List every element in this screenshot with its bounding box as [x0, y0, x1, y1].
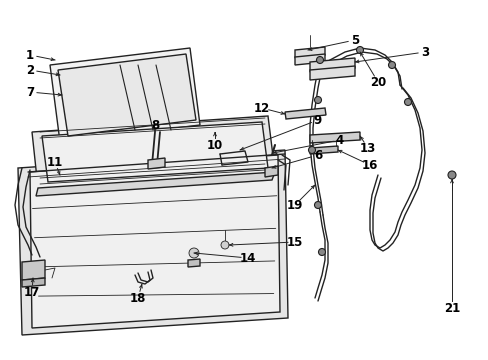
Circle shape	[387, 62, 395, 68]
Polygon shape	[22, 278, 45, 287]
Polygon shape	[148, 158, 164, 169]
Polygon shape	[32, 116, 274, 188]
Text: 10: 10	[206, 139, 223, 152]
Polygon shape	[294, 47, 325, 58]
Text: 13: 13	[359, 141, 375, 154]
Circle shape	[316, 57, 323, 63]
Polygon shape	[22, 260, 45, 280]
Circle shape	[447, 171, 455, 179]
Polygon shape	[50, 48, 200, 142]
Polygon shape	[36, 172, 274, 196]
Text: 18: 18	[129, 292, 146, 305]
Text: 5: 5	[350, 33, 358, 46]
Polygon shape	[309, 146, 337, 154]
Circle shape	[189, 248, 199, 258]
Circle shape	[314, 202, 321, 208]
Text: 14: 14	[239, 252, 256, 265]
Text: 7: 7	[26, 86, 34, 99]
Circle shape	[314, 96, 321, 104]
Text: 17: 17	[24, 285, 40, 298]
Polygon shape	[309, 132, 359, 143]
Polygon shape	[42, 122, 267, 182]
Circle shape	[318, 248, 325, 256]
Circle shape	[404, 99, 411, 105]
Polygon shape	[58, 54, 196, 136]
Text: 6: 6	[313, 149, 322, 162]
Polygon shape	[309, 66, 354, 80]
Circle shape	[308, 147, 315, 153]
Text: 16: 16	[361, 158, 377, 171]
Text: 11: 11	[47, 156, 63, 168]
Polygon shape	[294, 54, 325, 65]
Polygon shape	[285, 108, 325, 119]
Polygon shape	[187, 259, 200, 267]
Text: 1: 1	[26, 49, 34, 62]
Polygon shape	[264, 166, 278, 177]
Polygon shape	[309, 58, 354, 72]
Text: 4: 4	[335, 134, 344, 147]
Polygon shape	[18, 150, 287, 335]
Polygon shape	[30, 155, 280, 328]
Circle shape	[356, 46, 363, 54]
Text: 12: 12	[253, 102, 269, 114]
Text: 9: 9	[313, 113, 322, 126]
Circle shape	[221, 241, 228, 249]
Text: 8: 8	[151, 118, 159, 131]
Text: 19: 19	[286, 198, 303, 212]
Text: 20: 20	[369, 76, 386, 89]
Text: 21: 21	[443, 302, 459, 315]
Text: 3: 3	[420, 45, 428, 59]
Text: 15: 15	[286, 235, 303, 248]
Text: 2: 2	[26, 63, 34, 77]
